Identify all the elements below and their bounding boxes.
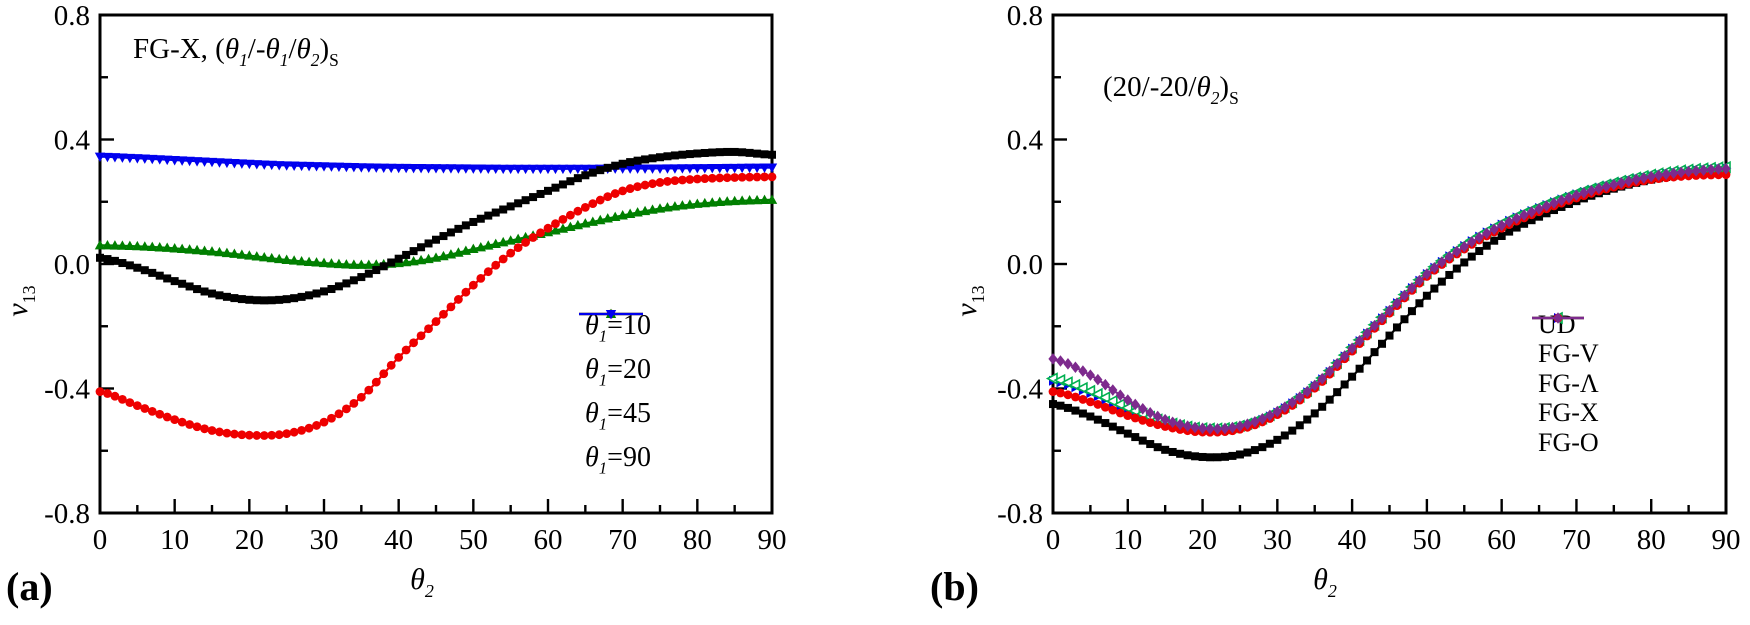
legend-item-theta1-20: θ1=20 <box>578 309 651 394</box>
legend-item-theta1-90: θ1=90 <box>578 310 651 482</box>
x-tick-label: 20 <box>1188 524 1217 556</box>
x-tick-label: 60 <box>1487 524 1516 556</box>
legend-marker-diamond <box>1532 312 1584 324</box>
panel-b-title: (20/-20/θ2)S <box>1103 71 1239 108</box>
x-tick-label: 70 <box>1562 524 1591 556</box>
panel-a-legend: θ1=10 θ1=20 θ1=45 θ1=90 <box>578 306 651 482</box>
series-theta1-20 <box>95 172 777 440</box>
y-tick-label: -0.4 <box>44 374 90 406</box>
y-tick-label: 0.8 <box>1007 0 1043 32</box>
x-tick-label: 70 <box>608 524 637 556</box>
panel-b-y-axis-label: ν13 <box>950 285 989 317</box>
panel-b-label: (b) <box>930 564 979 609</box>
y-tick-label: 0.0 <box>1007 249 1043 281</box>
panel-a-label: (a) <box>6 564 53 609</box>
series-theta1-10 <box>96 147 776 305</box>
chart-b-plot: 0 10 20 30 40 50 60 70 80 90 0.8 0.4 0.0 -0.4 -0.8 <box>997 0 1740 556</box>
series-theta1-45 <box>94 194 778 269</box>
x-tick-label: 0 <box>1046 524 1061 556</box>
series-fg-x <box>1048 170 1731 437</box>
chart-a-plot: 0 10 20 30 40 50 60 70 80 90 0.8 0.4 0.0 -0.4 -0.8 <box>44 0 786 556</box>
axis-ticks <box>98 13 774 515</box>
x-tick-label: 90 <box>1712 524 1741 556</box>
x-tick-label: 50 <box>1412 524 1441 556</box>
legend-label: θ1=45 <box>585 397 651 434</box>
axis-tick-labels: 0 10 20 30 40 50 60 70 80 90 0.8 0.4 0.0 -0.4 -0.8 <box>997 0 1740 556</box>
x-tick-label: 50 <box>459 524 488 556</box>
panel-b-legend: UD FG-V FG-Λ FG-X FG-O <box>1531 310 1599 458</box>
y-tick-label: -0.8 <box>44 498 90 530</box>
x-tick-label: 30 <box>1263 524 1292 556</box>
x-tick-label: 0 <box>93 524 108 556</box>
x-tick-label: 90 <box>758 524 787 556</box>
legend-item-fg-lambda: FG-Λ <box>1531 311 1599 399</box>
x-tick-label: 60 <box>534 524 563 556</box>
x-tick-label: 10 <box>1113 524 1142 556</box>
axis-tick-labels: 0 10 20 30 40 50 60 70 80 90 0.8 0.4 0.0 -0.4 -0.8 <box>44 0 786 556</box>
x-tick-label: 40 <box>384 524 413 556</box>
legend-label: θ1=20 <box>585 353 651 390</box>
legend-label: FG-V <box>1538 339 1599 369</box>
y-tick-label: -0.4 <box>997 374 1043 406</box>
y-tick-label: 0.8 <box>54 0 90 32</box>
x-tick-label: 40 <box>1338 524 1367 556</box>
legend-label: FG-X <box>1538 398 1599 428</box>
panel-a-x-axis-label: θ2 <box>410 563 434 602</box>
x-tick-label: 20 <box>235 524 264 556</box>
series-fg-v <box>1049 163 1732 435</box>
legend-label: FG-O <box>1538 427 1599 457</box>
y-tick-label: 0.4 <box>54 125 91 157</box>
legend-marker-triangle-down <box>579 310 643 320</box>
series-fg-lambda <box>1045 160 1731 435</box>
y-tick-label: 0.0 <box>54 249 90 281</box>
y-tick-label: -0.8 <box>997 498 1043 530</box>
legend-label: θ1=90 <box>585 441 651 478</box>
panel-a-title: FG-X, (θ1/-θ1/θ2)S <box>133 33 339 70</box>
legend-item-fg-o: FG-O <box>1531 312 1599 458</box>
y-tick-label: 0.4 <box>1007 125 1044 157</box>
legend-item-fg-x: FG-X <box>1531 313 1599 429</box>
x-tick-label: 10 <box>160 524 189 556</box>
series-fg-o <box>1048 162 1731 435</box>
series-theta1-90 <box>94 152 778 175</box>
x-tick-label: 30 <box>310 524 339 556</box>
legend-item-theta1-45: θ1=45 <box>578 308 651 438</box>
panel-a-y-axis-label: ν13 <box>1 285 40 317</box>
legend-label: FG-Λ <box>1538 368 1599 398</box>
x-tick-label: 80 <box>683 524 712 556</box>
panel-b-x-axis-label: θ2 <box>1313 563 1337 602</box>
axis-frame <box>98 13 774 515</box>
x-tick-label: 80 <box>1637 524 1666 556</box>
legend-item-fg-v: FG-V <box>1531 313 1599 370</box>
axis-ticks <box>1051 13 1728 515</box>
